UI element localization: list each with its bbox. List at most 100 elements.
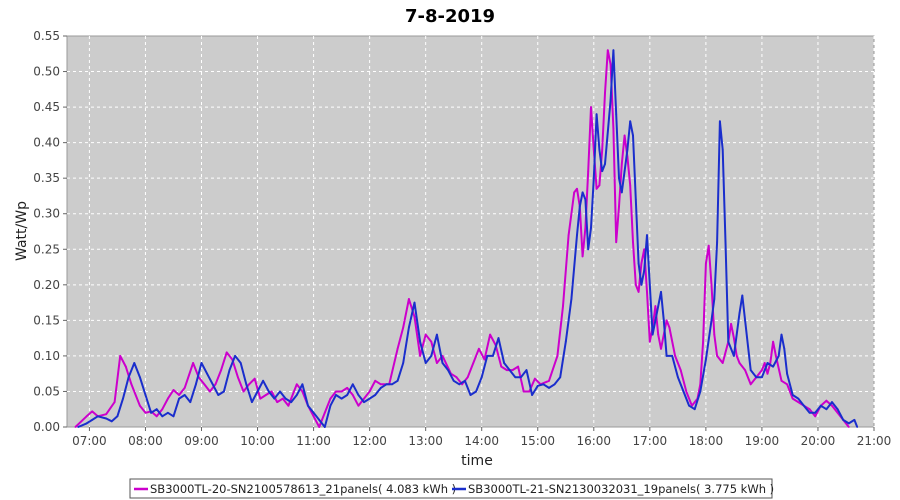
data-point bbox=[312, 411, 315, 414]
data-point bbox=[486, 355, 489, 357]
data-point bbox=[786, 383, 788, 386]
data-point bbox=[618, 177, 620, 180]
data-point bbox=[705, 358, 707, 361]
data-point bbox=[430, 340, 433, 343]
data-point bbox=[581, 255, 584, 258]
y-tick-label: 0.40 bbox=[33, 136, 60, 150]
data-point bbox=[606, 49, 609, 52]
x-tick-label: 20:00 bbox=[801, 434, 836, 448]
data-point bbox=[584, 227, 587, 229]
data-point bbox=[340, 390, 343, 393]
data-point bbox=[357, 404, 360, 407]
data-point bbox=[590, 106, 592, 108]
data-point bbox=[738, 312, 741, 315]
data-point bbox=[91, 410, 94, 413]
x-tick-label: 21:00 bbox=[857, 434, 892, 448]
data-point bbox=[797, 401, 800, 403]
data-point bbox=[357, 394, 360, 396]
data-point bbox=[413, 301, 416, 304]
data-point bbox=[685, 390, 688, 393]
data-point bbox=[402, 326, 405, 329]
x-tick-label: 07:00 bbox=[72, 434, 107, 448]
data-point bbox=[598, 148, 601, 151]
data-point bbox=[592, 177, 595, 180]
data-point bbox=[284, 397, 287, 400]
data-point bbox=[307, 404, 309, 407]
data-point bbox=[637, 262, 640, 265]
data-point bbox=[536, 384, 539, 387]
data-point bbox=[786, 372, 788, 375]
data-point bbox=[351, 383, 354, 386]
data-point bbox=[744, 319, 746, 322]
data-point bbox=[483, 358, 486, 361]
x-tick-label: 14:00 bbox=[464, 434, 499, 448]
data-point bbox=[775, 355, 777, 357]
data-point bbox=[161, 408, 164, 411]
legend-entry-2: SB3000TL-21-SN2130032031_19panels( 3.775… bbox=[468, 482, 774, 496]
data-point bbox=[323, 426, 326, 428]
data-point bbox=[634, 198, 637, 201]
data-point bbox=[604, 163, 606, 165]
data-point bbox=[419, 355, 421, 357]
data-point bbox=[419, 340, 421, 343]
data-point bbox=[228, 369, 231, 371]
data-point bbox=[665, 355, 668, 357]
data-point bbox=[609, 63, 612, 66]
data-point bbox=[312, 415, 315, 418]
data-point bbox=[239, 362, 242, 364]
data-point bbox=[464, 379, 466, 382]
y-tick-label: 0.10 bbox=[33, 349, 60, 363]
data-point bbox=[96, 415, 99, 418]
data-point bbox=[643, 248, 646, 251]
data-point bbox=[122, 397, 124, 400]
data-point bbox=[744, 369, 746, 371]
data-point bbox=[766, 372, 769, 375]
data-point bbox=[447, 369, 449, 371]
data-point bbox=[301, 383, 304, 386]
data-point bbox=[755, 376, 758, 379]
data-point bbox=[637, 291, 640, 293]
data-point bbox=[480, 376, 483, 379]
series-points-1 bbox=[74, 49, 850, 428]
data-point bbox=[127, 376, 130, 379]
data-point bbox=[548, 379, 550, 382]
data-point bbox=[105, 417, 108, 420]
data-point bbox=[761, 376, 763, 379]
data-point bbox=[214, 383, 217, 386]
y-tick-label: 0.25 bbox=[33, 242, 60, 256]
y-axis-ticks: 0.00 0.05 0.10 0.15 0.20 0.25 0.30 0.35 0.40 0.45… bbox=[33, 29, 67, 434]
y-tick-label: 0.20 bbox=[33, 278, 60, 292]
data-point bbox=[363, 397, 365, 400]
data-point bbox=[318, 426, 321, 428]
legend: SB3000TL-20-SN2100578613_21panels( 4.083… bbox=[129, 478, 774, 499]
data-point bbox=[620, 191, 623, 194]
data-point bbox=[702, 340, 704, 343]
series-points-2 bbox=[77, 49, 859, 428]
data-point bbox=[668, 326, 671, 329]
data-point bbox=[472, 362, 475, 364]
data-point bbox=[791, 397, 794, 400]
y-tick-label: 0.55 bbox=[33, 29, 60, 43]
data-point bbox=[587, 248, 590, 251]
x-tick-label: 08:00 bbox=[128, 434, 163, 448]
data-point bbox=[379, 383, 382, 386]
data-point bbox=[408, 298, 410, 300]
data-point bbox=[374, 379, 377, 382]
data-point bbox=[91, 419, 94, 421]
data-point bbox=[576, 187, 578, 190]
data-point bbox=[643, 269, 646, 272]
data-point bbox=[721, 362, 724, 364]
data-point bbox=[595, 187, 598, 190]
data-point bbox=[677, 376, 679, 379]
data-point bbox=[508, 369, 511, 371]
data-point bbox=[329, 404, 332, 407]
data-point bbox=[189, 401, 192, 403]
data-point bbox=[609, 99, 612, 101]
data-point bbox=[629, 120, 632, 123]
data-point bbox=[203, 383, 206, 386]
data-point bbox=[172, 415, 175, 418]
data-point bbox=[825, 408, 828, 411]
data-point bbox=[856, 426, 859, 428]
data-point bbox=[458, 383, 461, 386]
data-point bbox=[335, 390, 337, 393]
